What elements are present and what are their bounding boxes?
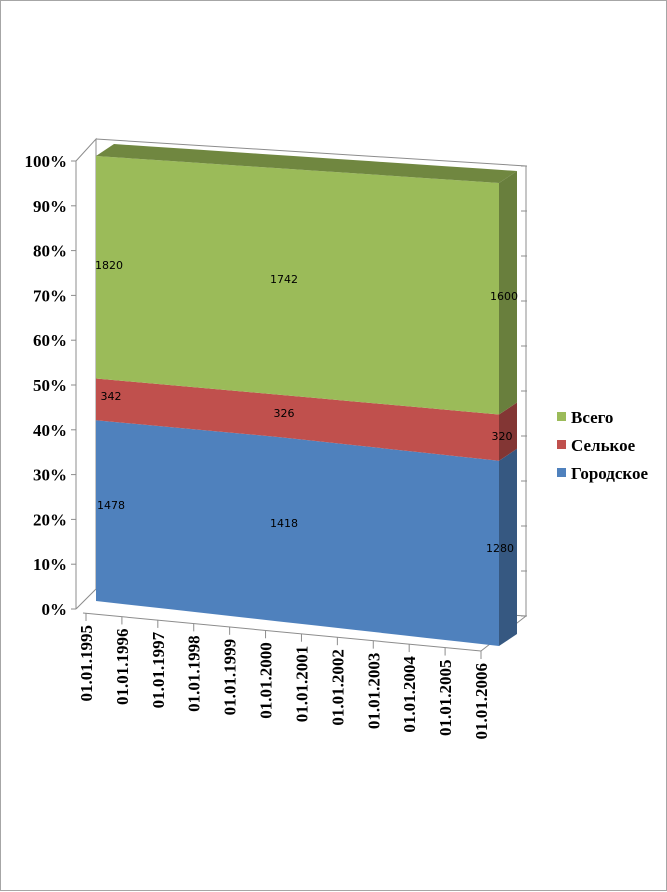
y-tick-label: 100% [25,152,68,171]
data-label: 1600 [490,290,518,303]
x-tick-label: 01.01.2001 [292,646,311,723]
x-tick-label: 01.01.1995 [77,625,96,702]
legend-swatch [557,468,566,477]
data-label: 1478 [97,499,125,512]
data-label: 1418 [270,517,298,530]
x-tick-label: 01.01.1999 [221,639,240,716]
data-label: 326 [274,407,295,420]
y-axis-ticks: 0% 10% 20% 30% 40% 50% 60% 70% 80% 90% 100% [25,152,527,619]
x-tick-label: 01.01.2002 [328,649,347,726]
legend-label: Городское [571,464,649,483]
series-side-face [499,402,517,461]
series-band [96,144,517,415]
data-labels: 1478 1418 1280 342 326 320 1820 1742 1600 [95,259,518,555]
y-tick-label: 90% [33,197,67,216]
y-tick-label: 60% [33,331,67,350]
x-axis-ticks: 01.01.1995 01.01.1996 01.01.1997 01.01.1998… [77,613,491,740]
y-tick-label: 40% [33,421,67,440]
y-tick-label: 20% [33,510,67,529]
y-tick-label: 10% [33,555,67,574]
x-tick-label: 01.01.1997 [149,631,168,708]
data-label: 1742 [270,273,298,286]
x-tick-label: 01.01.1996 [113,628,132,705]
legend-label: Всего [571,408,613,427]
data-label: 1820 [95,259,123,272]
legend-swatch [557,440,566,449]
x-tick-label: 01.01.1998 [185,635,204,712]
series-bands [96,144,517,646]
series-front-face [96,156,499,415]
x-tick-label: 01.01.2006 [472,663,491,740]
series-side-face [499,448,517,646]
data-label: 1280 [486,542,514,555]
data-label: 320 [492,430,513,443]
y-tick-label: 50% [33,376,67,395]
legend: Всего Селькое Городское [557,408,649,483]
series-band [96,420,517,646]
x-tick-label: 01.01.2004 [400,656,419,733]
floor-front-edge [82,612,482,652]
y-tick-label: 0% [42,600,68,619]
legend-swatch [557,412,566,421]
series-front-face [96,378,499,461]
data-label: 342 [101,390,122,403]
series-band [96,378,517,461]
y-tick-label: 80% [33,242,67,261]
legend-label: Селькое [571,436,636,455]
series-side-face [499,171,517,415]
series-top-face [96,144,517,183]
x-tick-label: 01.01.2005 [436,660,455,737]
x-tick-label: 01.01.2000 [257,642,276,719]
x-tick-label: 01.01.2003 [364,653,383,730]
left-wall-edge [75,137,97,610]
series-front-face [96,420,499,646]
y-tick-label: 70% [33,286,67,305]
y-tick-label: 30% [33,466,67,485]
